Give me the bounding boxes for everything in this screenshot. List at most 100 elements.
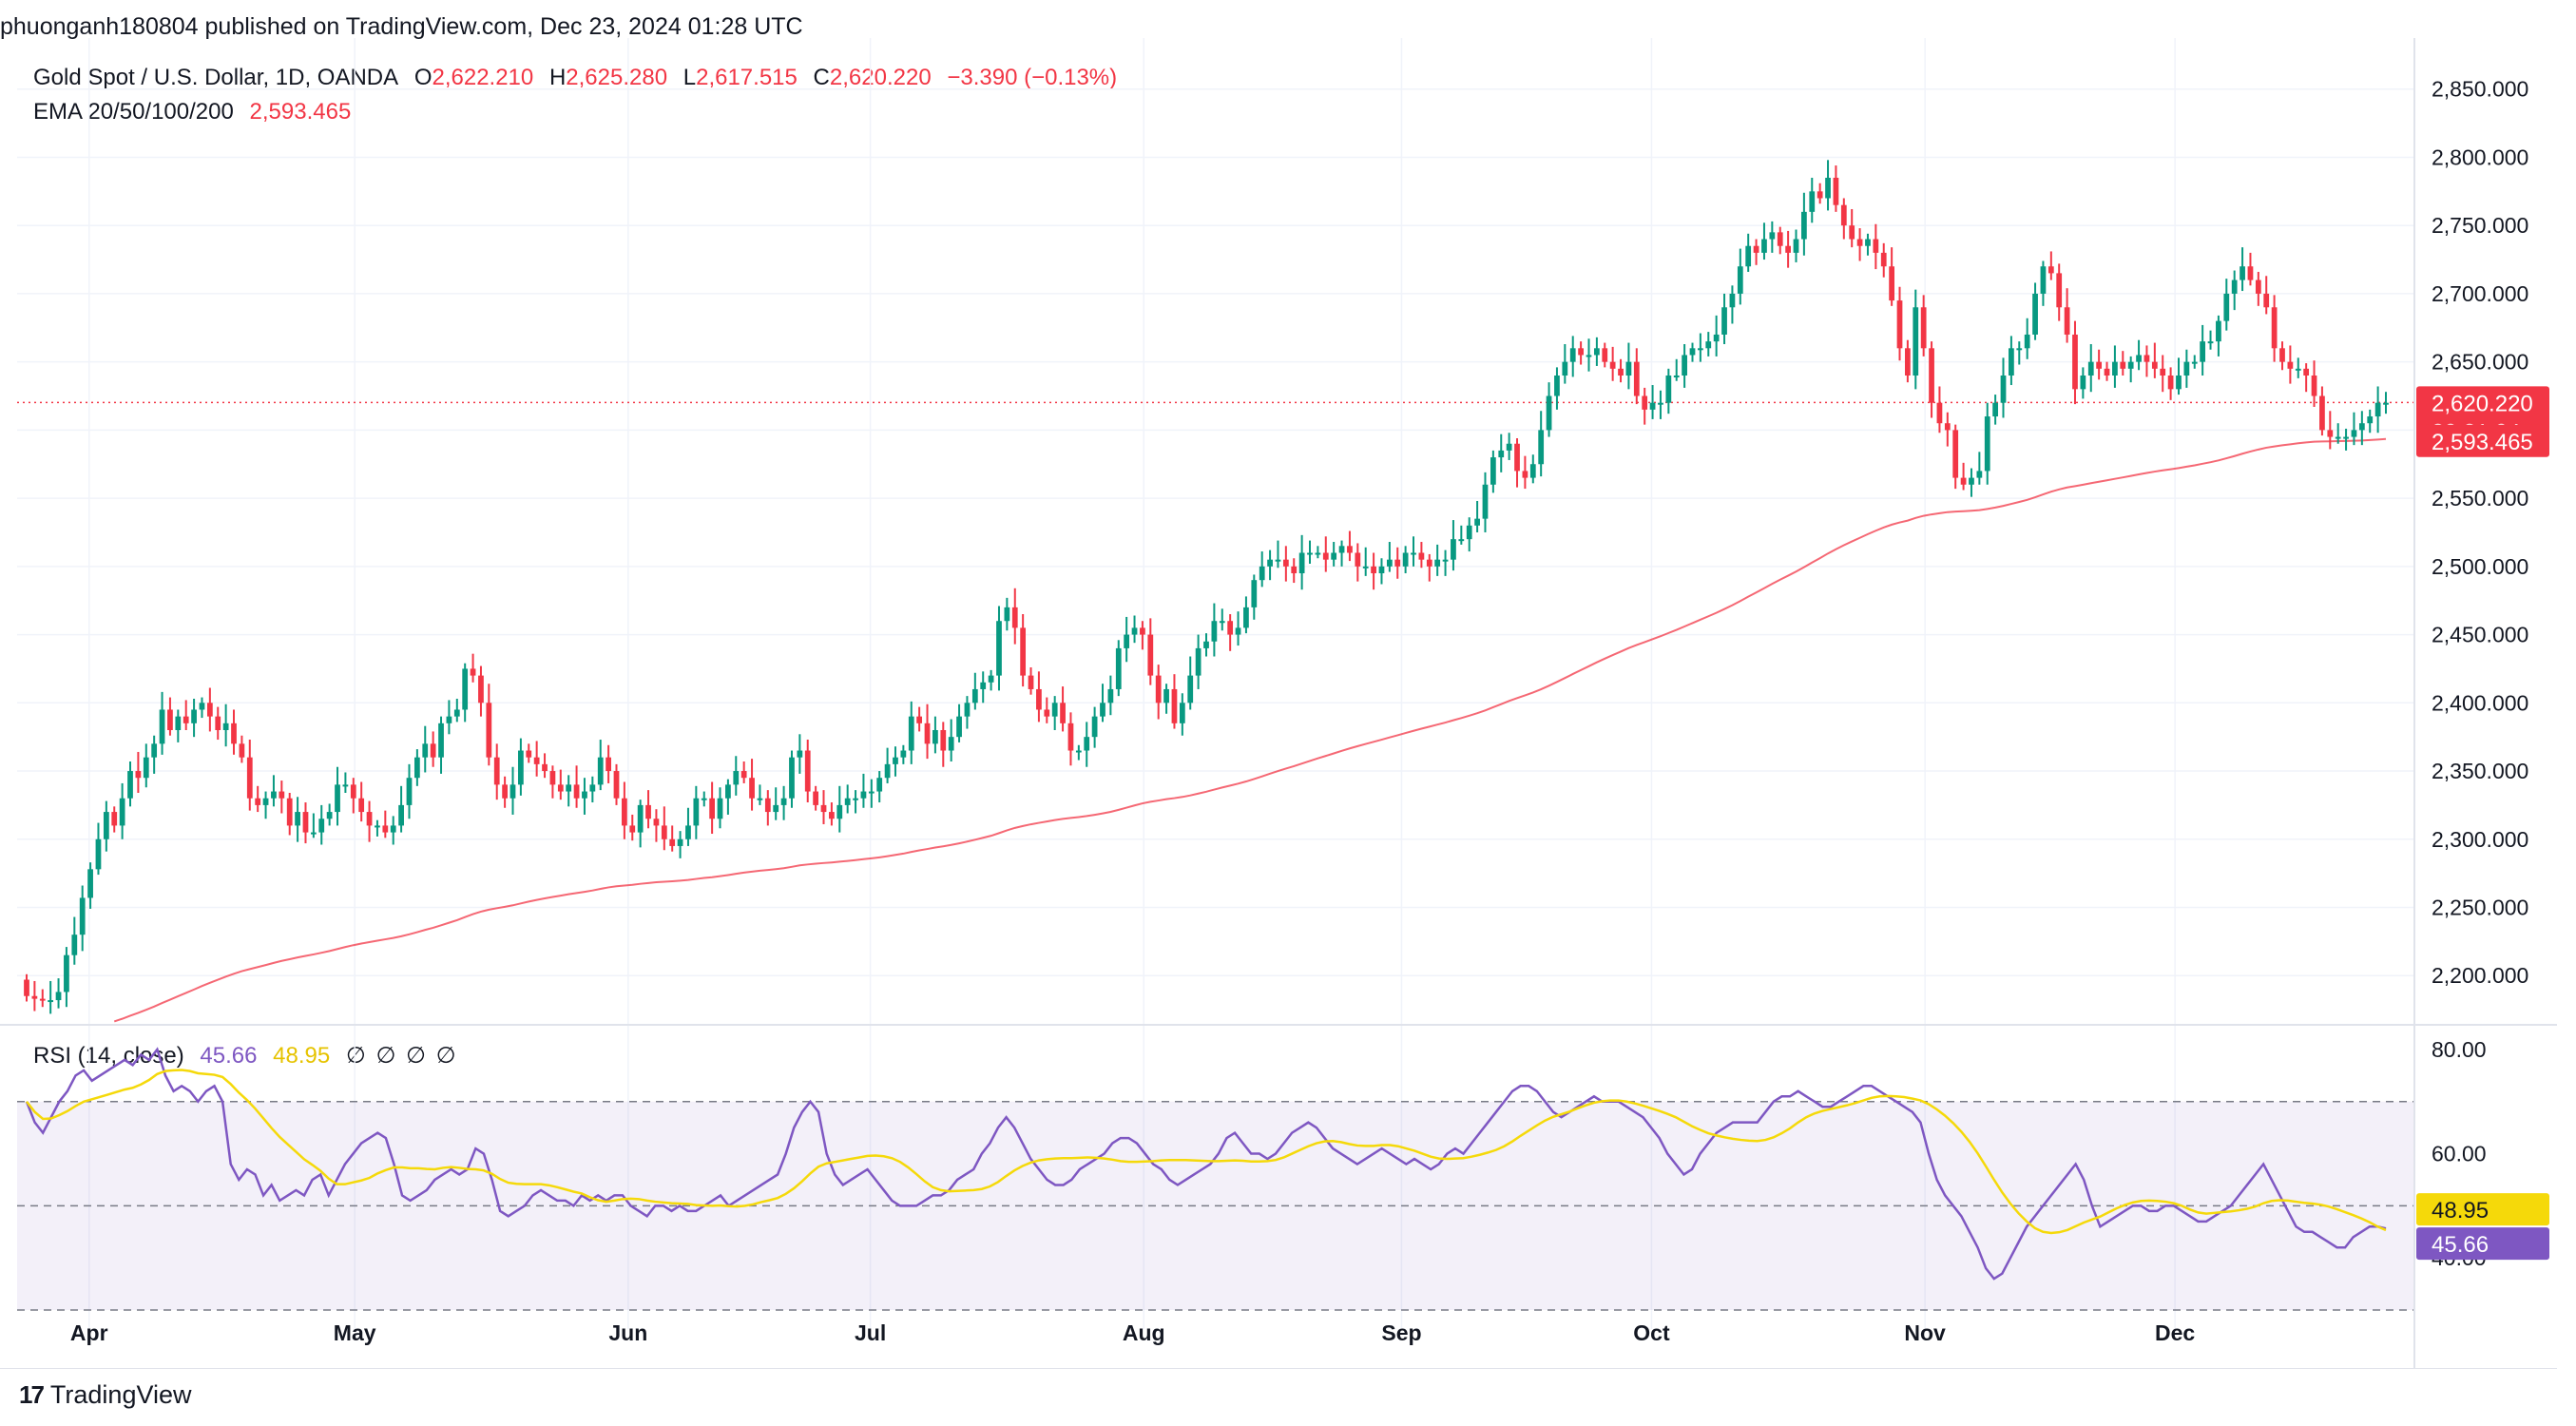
candle-body [1418, 552, 1425, 560]
candle [1840, 198, 1847, 240]
candle-body [2247, 266, 2254, 280]
candle-body [1051, 703, 1058, 717]
candle [1211, 603, 1218, 657]
candle [1984, 402, 1990, 485]
candle [1569, 336, 1576, 377]
rsi-tag-text: 45.66 [2432, 1232, 2489, 1258]
candle-body [199, 703, 205, 710]
candle [2367, 409, 2374, 434]
candle [438, 716, 444, 774]
ohlc-high: H2,625.280 [548, 65, 668, 90]
candle [1282, 546, 1289, 582]
candle-body [1275, 559, 1281, 562]
candle-body [1658, 402, 1663, 405]
candle [1817, 183, 1823, 204]
candle-body [717, 798, 723, 819]
candle-body [606, 757, 611, 772]
candle-body [1896, 300, 1903, 349]
candle-body [2319, 395, 2325, 431]
candle [95, 822, 102, 876]
candle-body [1889, 266, 1894, 301]
candle-body [310, 832, 317, 835]
candle [685, 807, 691, 846]
candle [518, 738, 524, 796]
candle [1896, 286, 1903, 361]
candle [1729, 285, 1736, 324]
last-price-tag-text: 2,620.220 [2432, 391, 2533, 416]
candle [661, 806, 667, 851]
candle-body [1442, 559, 1449, 562]
candle-body [1801, 211, 1807, 240]
footer-brand[interactable]: 17 TradingView [19, 1380, 192, 1410]
candle [398, 785, 404, 833]
candle-body [111, 812, 118, 826]
candle-body [1490, 457, 1496, 485]
candle [350, 778, 356, 814]
author-name[interactable]: phuonganh180804 [0, 13, 199, 40]
candle-body [916, 716, 923, 723]
candle [1259, 551, 1265, 588]
candle-body [1011, 607, 1018, 628]
candle-body [900, 750, 907, 758]
candle-body [1107, 688, 1114, 703]
candle [757, 784, 763, 805]
candle-body [119, 798, 125, 826]
candle-body [2287, 361, 2294, 369]
candle [55, 978, 62, 1009]
candle-body [908, 716, 914, 751]
candle [1880, 242, 1887, 278]
candle-body [797, 750, 803, 758]
candle-body [1698, 348, 1703, 351]
candle [1044, 697, 1050, 723]
candle [1682, 344, 1687, 388]
time-tick-label: May [334, 1320, 376, 1345]
candle-body [677, 838, 683, 846]
candle [1705, 332, 1712, 356]
candle [215, 706, 221, 741]
candle [916, 706, 923, 732]
candle-body [1298, 552, 1305, 574]
candle-body [2151, 361, 2158, 369]
candle-body [71, 935, 78, 955]
candle-body [1929, 348, 1934, 403]
candle [971, 672, 978, 710]
candle [1115, 640, 1122, 697]
candle [335, 766, 340, 826]
grid [17, 38, 2414, 1329]
candle-body [502, 784, 508, 799]
rsi-tag: 45.66 [2416, 1227, 2549, 1261]
candle [1338, 540, 1345, 567]
candle [239, 735, 245, 763]
candle [295, 797, 300, 842]
candle-body [518, 750, 524, 785]
candle-body [597, 757, 604, 785]
candle [1187, 656, 1194, 710]
candle [2056, 263, 2063, 321]
candle-body [860, 791, 867, 799]
candle [1713, 315, 1720, 356]
candle-body [701, 798, 707, 800]
candle-body [1689, 348, 1696, 356]
candle-body [87, 869, 93, 898]
candle-body [1642, 395, 1648, 410]
candle [1649, 385, 1656, 419]
candle-body [1243, 607, 1249, 628]
candle [382, 810, 389, 838]
price-tick-label: 2,650.000 [2432, 350, 2528, 375]
candle-body [64, 954, 69, 992]
candle-body [1673, 376, 1680, 377]
candle [1458, 525, 1465, 545]
symbol-title[interactable]: Gold Spot / U.S. Dollar, 1D, OANDA [33, 65, 399, 90]
candle [135, 751, 142, 793]
candle [1067, 712, 1074, 766]
candle [2335, 423, 2341, 444]
candle-body [1451, 539, 1456, 560]
chart-svg[interactable]: 2,200.000 2,250.000 2,300.000 2,350.000 2,40… [0, 0, 2576, 1369]
ohlc-low: L2,617.515 [682, 65, 798, 90]
candle [1905, 339, 1911, 383]
candle [1952, 424, 1959, 490]
candle-body [127, 771, 133, 799]
candle [103, 800, 109, 852]
ema-label[interactable]: EMA 20/50/100/200 [33, 99, 234, 125]
candle-body [1378, 566, 1385, 574]
